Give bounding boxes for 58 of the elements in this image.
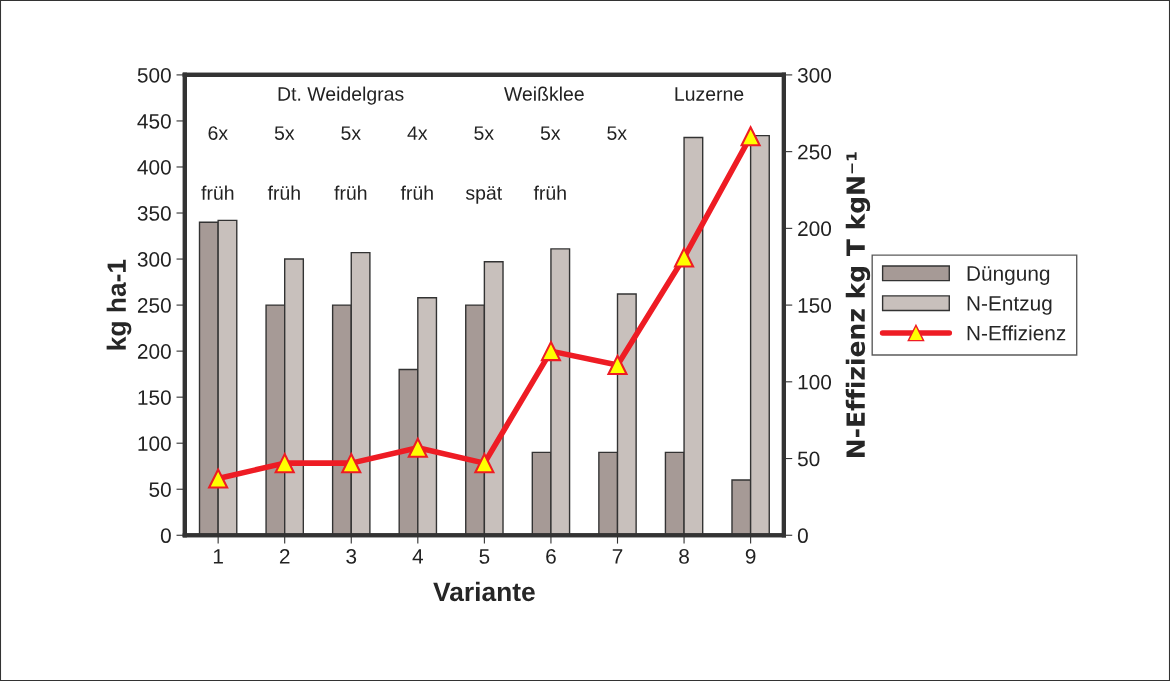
- annotation: früh: [400, 185, 433, 200]
- annotation: 5x: [474, 126, 494, 140]
- annotation: Weißklee: [504, 86, 584, 101]
- annotation: früh: [533, 185, 566, 200]
- point: [474, 453, 495, 474]
- y-tick-label: 0: [160, 528, 171, 544]
- annotation: 4x: [407, 126, 428, 140]
- y2-tick-label: 200: [798, 221, 832, 237]
- legend-label: N-Entzug: [967, 296, 1052, 315]
- y2-tick-label: 150: [798, 298, 832, 313]
- y-tick-label: 100: [138, 436, 171, 451]
- x-tick-label: 7: [612, 549, 623, 564]
- annotation: spät: [465, 186, 503, 204]
- y-tick-label: 50: [149, 482, 171, 497]
- y-tick-label: 500: [137, 67, 171, 83]
- y-tick-label: 450: [137, 113, 171, 129]
- x-tick-label: 5: [479, 549, 490, 564]
- point: [208, 468, 229, 489]
- x-tick-label: 6: [546, 549, 556, 564]
- annotation: Luzerne: [675, 87, 744, 101]
- y-tick-label: 250: [137, 298, 171, 313]
- point: [673, 247, 695, 268]
- y2-tick-label: 300: [797, 67, 832, 83]
- x-tick-label: 1: [213, 549, 223, 564]
- y-tick-label: 200: [137, 344, 171, 359]
- point: [274, 453, 295, 474]
- annotation: 5x: [607, 126, 627, 140]
- y2-tick-label: 50: [797, 451, 820, 467]
- x-tick-label: 3: [346, 549, 357, 564]
- annotation: früh: [267, 185, 300, 200]
- y2-tick-label: 100: [798, 374, 832, 390]
- point: [607, 354, 628, 375]
- y2-axis-title: N-Effizienz kg T kgN⁻¹: [845, 152, 871, 457]
- point: [341, 453, 362, 474]
- y2-tick-label: 250: [798, 144, 832, 160]
- y-axis-title: kg ha-1: [106, 259, 132, 350]
- x-axis-title: Variante: [433, 581, 535, 602]
- y-tick-label: 150: [138, 390, 171, 405]
- x-tick-label: 8: [679, 549, 689, 564]
- x-tick-label: 2: [279, 549, 290, 564]
- y2-tick-label: 0: [797, 528, 808, 544]
- point: [407, 437, 428, 458]
- point: [540, 341, 562, 362]
- legend-label: N-Effizienz: [967, 325, 1066, 341]
- point: [740, 126, 761, 147]
- annotation: 5x: [274, 126, 295, 140]
- x-tick-label: 4: [412, 549, 423, 564]
- annotation: früh: [201, 185, 234, 200]
- annotation: früh: [334, 185, 367, 200]
- y-tick-label: 400: [137, 159, 171, 175]
- y-tick-label: 300: [137, 252, 171, 267]
- annotation: 5x: [540, 126, 561, 140]
- legend-label: Düngung: [967, 266, 1050, 285]
- y-tick-label: 350: [137, 206, 171, 221]
- x-tick-label: 9: [745, 549, 756, 564]
- annotation: 6x: [208, 126, 228, 140]
- annotation: 5x: [341, 126, 361, 140]
- annotation: Dt. Weidelgras: [278, 86, 404, 105]
